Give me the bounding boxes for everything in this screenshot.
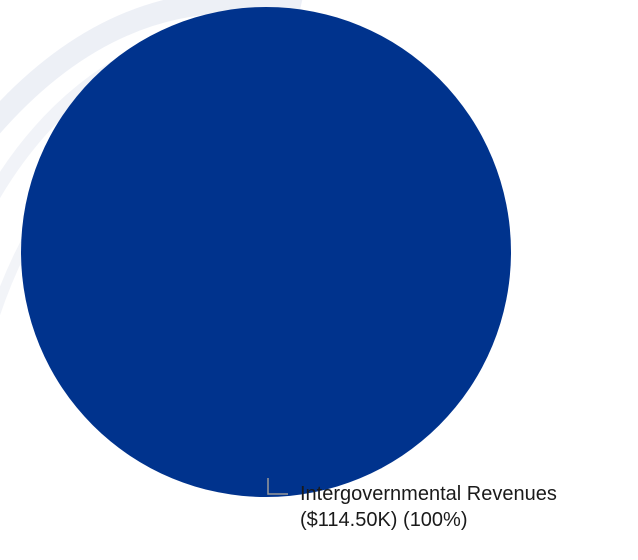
slice-label-value: ($114.50K) (100%) bbox=[300, 509, 468, 531]
slice-label-name: Intergovernmental Revenues bbox=[300, 483, 557, 505]
pie-labels: Intergovernmental Revenues ($114.50K) (10… bbox=[267, 478, 557, 531]
slice-leader-line bbox=[267, 478, 288, 495]
pie-slices bbox=[21, 7, 511, 497]
pie-slice bbox=[21, 7, 511, 497]
